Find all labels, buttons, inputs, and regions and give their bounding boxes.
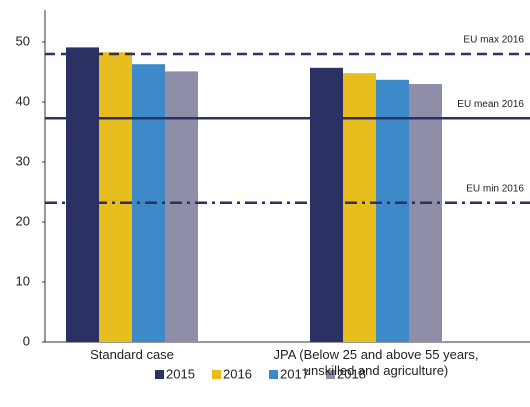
legend-label: 2016: [223, 366, 252, 381]
reference-label: EU max 2016: [463, 35, 524, 46]
y-tick-label: 50: [16, 33, 30, 48]
legend-swatch: [269, 370, 278, 379]
y-tick-label: 0: [23, 333, 30, 348]
bar: [66, 47, 99, 343]
legend-label: 2017: [280, 366, 309, 381]
y-tick-label: 10: [16, 273, 30, 288]
bar: [343, 73, 376, 342]
y-tick-label: 40: [16, 93, 30, 108]
legend-swatch: [326, 370, 335, 379]
x-tick-label: Standard case: [90, 347, 174, 362]
bar: [409, 84, 442, 342]
legend-label: 2018: [337, 366, 366, 381]
bar: [310, 67, 343, 343]
legend-swatch: [212, 370, 221, 379]
bar: [165, 71, 198, 343]
x-tick-label: JPA (Below 25 and above 55 years, unskil…: [273, 347, 479, 378]
legend-label: 2015: [166, 366, 195, 381]
reference-label: EU mean 2016: [457, 99, 524, 110]
bar: [376, 79, 409, 343]
y-tick-label: 30: [16, 153, 30, 168]
bar: [99, 52, 132, 342]
reference-label: EU min 2016: [466, 183, 524, 194]
y-tick-label: 20: [16, 213, 30, 228]
legend-swatch: [155, 370, 164, 379]
